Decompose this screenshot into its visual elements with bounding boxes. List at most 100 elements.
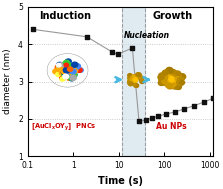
Circle shape — [62, 73, 67, 77]
Circle shape — [128, 82, 133, 86]
Circle shape — [133, 83, 136, 86]
Circle shape — [64, 69, 68, 73]
Circle shape — [140, 77, 144, 80]
Circle shape — [65, 69, 71, 74]
Circle shape — [62, 68, 68, 73]
Text: $\mathbf{[AuCl_xOY_y]}$  PNCs: $\mathbf{[AuCl_xOY_y]}$ PNCs — [31, 122, 97, 133]
Circle shape — [177, 74, 181, 78]
Circle shape — [128, 77, 131, 80]
Circle shape — [175, 77, 180, 81]
Circle shape — [168, 76, 173, 81]
Circle shape — [176, 85, 181, 89]
Circle shape — [63, 71, 69, 75]
Circle shape — [169, 81, 175, 86]
Circle shape — [131, 78, 136, 82]
Circle shape — [180, 81, 185, 84]
Circle shape — [171, 81, 177, 85]
Circle shape — [170, 78, 175, 82]
Circle shape — [167, 78, 174, 83]
Circle shape — [132, 77, 136, 80]
Circle shape — [72, 73, 77, 77]
Circle shape — [177, 79, 184, 85]
Circle shape — [63, 74, 69, 79]
Circle shape — [165, 76, 172, 82]
Circle shape — [164, 74, 170, 79]
Circle shape — [166, 76, 173, 82]
Circle shape — [64, 63, 68, 67]
Circle shape — [61, 68, 66, 72]
Circle shape — [134, 80, 138, 82]
Circle shape — [70, 69, 76, 74]
Circle shape — [64, 68, 70, 72]
Circle shape — [64, 60, 70, 65]
Circle shape — [53, 69, 58, 74]
Circle shape — [61, 68, 66, 72]
Text: Induction: Induction — [39, 12, 91, 21]
Circle shape — [131, 75, 136, 79]
Circle shape — [133, 75, 137, 79]
Point — [164, 112, 168, 115]
Circle shape — [128, 74, 132, 77]
Point — [151, 117, 154, 120]
Circle shape — [172, 71, 180, 77]
Circle shape — [68, 67, 73, 71]
Circle shape — [163, 81, 169, 86]
Circle shape — [55, 65, 62, 70]
Circle shape — [57, 62, 63, 67]
Circle shape — [66, 68, 71, 72]
Circle shape — [66, 67, 73, 72]
Circle shape — [169, 78, 174, 82]
Circle shape — [177, 80, 184, 85]
Circle shape — [64, 64, 69, 68]
Circle shape — [161, 75, 168, 80]
Circle shape — [171, 74, 177, 80]
Circle shape — [64, 65, 70, 70]
Circle shape — [129, 82, 133, 86]
Circle shape — [134, 84, 139, 88]
Circle shape — [159, 75, 164, 79]
Circle shape — [166, 81, 171, 85]
Point — [144, 119, 148, 122]
Circle shape — [133, 79, 136, 82]
Circle shape — [172, 84, 178, 89]
Circle shape — [65, 67, 71, 72]
Circle shape — [162, 73, 166, 77]
Circle shape — [66, 65, 72, 70]
Circle shape — [64, 69, 69, 73]
Circle shape — [128, 82, 131, 84]
Circle shape — [177, 77, 181, 81]
Circle shape — [174, 85, 179, 89]
Circle shape — [61, 74, 66, 77]
Circle shape — [169, 77, 174, 82]
Circle shape — [133, 78, 137, 81]
Circle shape — [63, 67, 70, 73]
Circle shape — [63, 72, 69, 77]
Circle shape — [61, 70, 66, 74]
Circle shape — [59, 70, 66, 75]
Circle shape — [162, 74, 168, 80]
Point — [110, 50, 114, 53]
X-axis label: Time (s): Time (s) — [98, 176, 143, 186]
Circle shape — [57, 63, 61, 67]
Circle shape — [60, 66, 66, 70]
Circle shape — [64, 68, 69, 72]
Circle shape — [163, 78, 170, 84]
Circle shape — [72, 66, 78, 71]
Circle shape — [169, 84, 173, 88]
Circle shape — [62, 66, 69, 71]
Circle shape — [70, 75, 76, 80]
Circle shape — [139, 79, 143, 81]
Circle shape — [132, 80, 136, 83]
Circle shape — [159, 79, 166, 84]
Circle shape — [133, 77, 137, 81]
Circle shape — [170, 73, 177, 79]
Circle shape — [176, 79, 182, 84]
Circle shape — [131, 77, 136, 81]
Circle shape — [161, 78, 167, 83]
Circle shape — [158, 74, 165, 80]
Circle shape — [159, 77, 164, 82]
Circle shape — [56, 72, 60, 76]
Circle shape — [66, 69, 71, 73]
Text: Au NPs: Au NPs — [156, 122, 186, 131]
Point — [173, 111, 176, 114]
